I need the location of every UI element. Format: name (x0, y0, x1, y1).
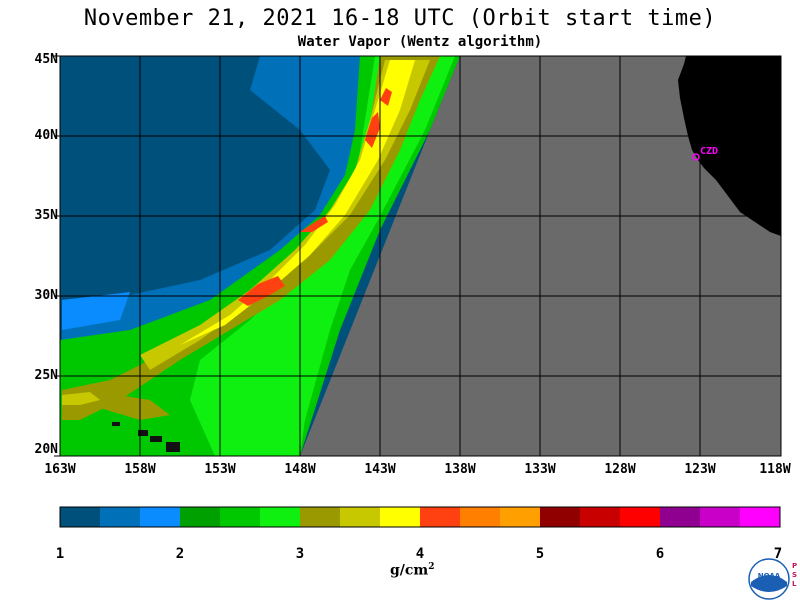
lon-label-148w: 148W (284, 462, 316, 477)
island-3 (150, 436, 162, 442)
colorbar-tick-3: 3 (295, 546, 305, 562)
lat-lon-grid (60, 56, 781, 456)
colorbar-segment (700, 507, 741, 527)
lon-label-153w: 153W (204, 462, 236, 477)
lon-label-128w: 128W (604, 462, 636, 477)
colorbar-tick-1: 1 (55, 546, 65, 562)
lat-label-30n: 30N (34, 288, 58, 303)
lat-label-40n: 40N (34, 128, 58, 143)
noaa-logo: NOAA (748, 558, 790, 600)
lon-label-123w: 123W (684, 462, 716, 477)
colorbar-segment (300, 507, 341, 527)
lon-label-143w: 143W (364, 462, 396, 477)
colorbar-segment (620, 507, 661, 527)
island-1 (112, 422, 120, 426)
swath-medium-blue (62, 56, 385, 340)
colorbar-segment (140, 507, 181, 527)
colorbar-tick-7: 7 (773, 546, 783, 562)
lon-label-118w: 118W (759, 462, 791, 477)
colorbar-tick-6: 6 (655, 546, 665, 562)
units-superscript: 2 (428, 562, 435, 572)
colorbar-units: g/cm2 (390, 562, 435, 579)
map-frame (59, 55, 782, 457)
units-text: g/cm (390, 562, 429, 579)
swath-yellow (180, 60, 415, 345)
colorbar-segment (100, 507, 141, 527)
chart-subtitle: Water Vapor (Wentz algorithm) (297, 34, 543, 50)
lat-label-35n: 35N (34, 208, 58, 223)
lat-label-20n: 20N (34, 442, 58, 457)
colorbar-segment (660, 507, 701, 527)
lon-label-138w: 138W (444, 462, 476, 477)
lat-label-45n: 45N (34, 52, 58, 67)
colorbar-segment (580, 507, 621, 527)
lon-label-158w: 158W (124, 462, 156, 477)
station-marker (692, 153, 700, 161)
colorbar-segment (740, 507, 781, 527)
island-4 (166, 442, 180, 452)
station-label: CZD (700, 146, 719, 157)
colorbar-frame (59, 506, 781, 528)
colorbar-segment (60, 507, 101, 527)
chart-title: November 21, 2021 16-18 UTC (Orbit start… (83, 6, 717, 31)
colorbar-segment (340, 507, 381, 527)
swath-orange-core (238, 276, 285, 306)
swath-orange-core-4 (380, 88, 392, 106)
swath-light-blue (62, 292, 130, 330)
land-mass (678, 56, 781, 236)
swath-orange-core-3 (365, 112, 380, 148)
swath-orange-core-2 (300, 216, 328, 232)
swath-lower-yellow-green (62, 392, 100, 405)
colorbar-segment (500, 507, 541, 527)
logo-text: NOAA (758, 572, 781, 580)
lon-label-133w: 133W (524, 462, 556, 477)
colorbar-tick-5: 5 (535, 546, 545, 562)
lat-label-25n: 25N (34, 368, 58, 383)
colorbar-segment (260, 507, 301, 527)
colorbar-segment (460, 507, 501, 527)
colorbar (60, 507, 781, 527)
island-2 (138, 430, 148, 436)
colorbar-segment (540, 507, 581, 527)
colorbar-segment (220, 507, 261, 527)
colorbar-segment (180, 507, 221, 527)
lon-label-163w: 163W (44, 462, 76, 477)
colorbar-segment (380, 507, 421, 527)
colorbar-tick-4: 4 (415, 546, 425, 562)
colorbar-tick-2: 2 (175, 546, 185, 562)
colorbar-segment (420, 507, 461, 527)
